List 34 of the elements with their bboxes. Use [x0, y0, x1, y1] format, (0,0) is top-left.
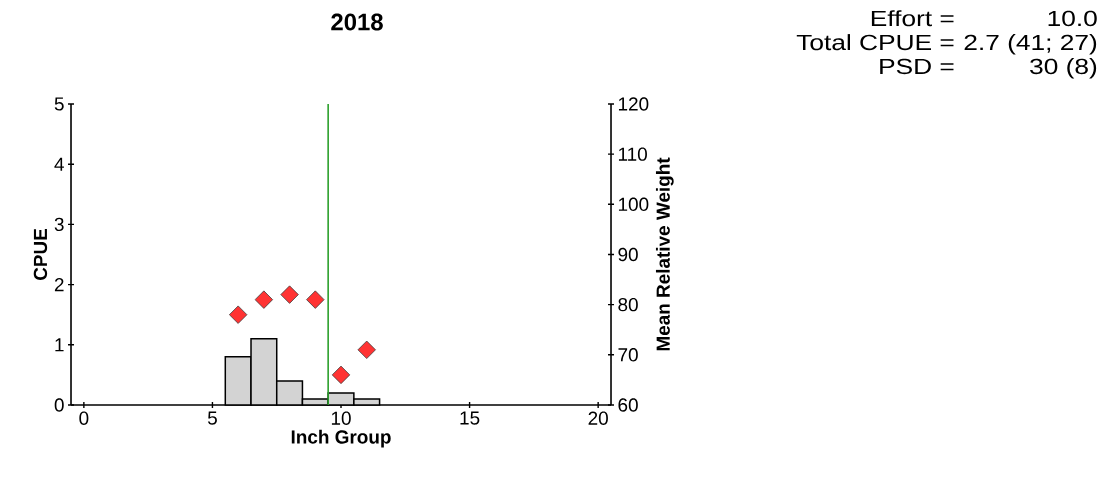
text: 2.7 (41; 27)	[964, 34, 1097, 55]
x-tick-label: 15	[460, 411, 480, 425]
y2-axis-title: Mean Relative Weight	[655, 157, 674, 351]
y-tick-label: 2	[54, 277, 64, 292]
y2-tick-label: 90	[618, 247, 638, 262]
text: 10.0	[1048, 10, 1097, 27]
y-tick-label: 3	[54, 217, 64, 232]
y2-tick-label: 60	[618, 398, 638, 412]
y-axis-title: CPUE	[33, 228, 48, 280]
x-tick-label: 0	[79, 411, 89, 425]
y2-tick-label: 80	[618, 297, 638, 312]
point	[228, 305, 248, 324]
y-tick-label: 5	[54, 97, 64, 111]
x-tick-label: 10	[331, 411, 351, 425]
y-tick-label: 4	[54, 157, 64, 171]
x-axis-title: Inch Group	[291, 429, 391, 448]
y2-tick-label: 120	[618, 97, 649, 111]
y-tick-label: 1	[55, 338, 64, 352]
text: Total CPUE =	[796, 34, 954, 51]
text: 30 (8)	[1030, 58, 1097, 79]
text: Effort =	[871, 10, 954, 27]
point	[357, 340, 376, 359]
x-tick-label: 20	[588, 411, 608, 425]
chart-title: 2018	[331, 13, 383, 31]
y2-tick-label: 70	[618, 348, 638, 362]
point	[280, 285, 299, 304]
point	[254, 290, 274, 309]
x-tick-label: 5	[207, 411, 217, 425]
y2-tick-label: 110	[618, 147, 647, 161]
y-tick-label: 0	[54, 398, 64, 412]
point	[331, 365, 351, 385]
point	[306, 290, 325, 309]
y2-tick-label: 100	[618, 197, 649, 212]
text: PSD =	[880, 58, 954, 75]
